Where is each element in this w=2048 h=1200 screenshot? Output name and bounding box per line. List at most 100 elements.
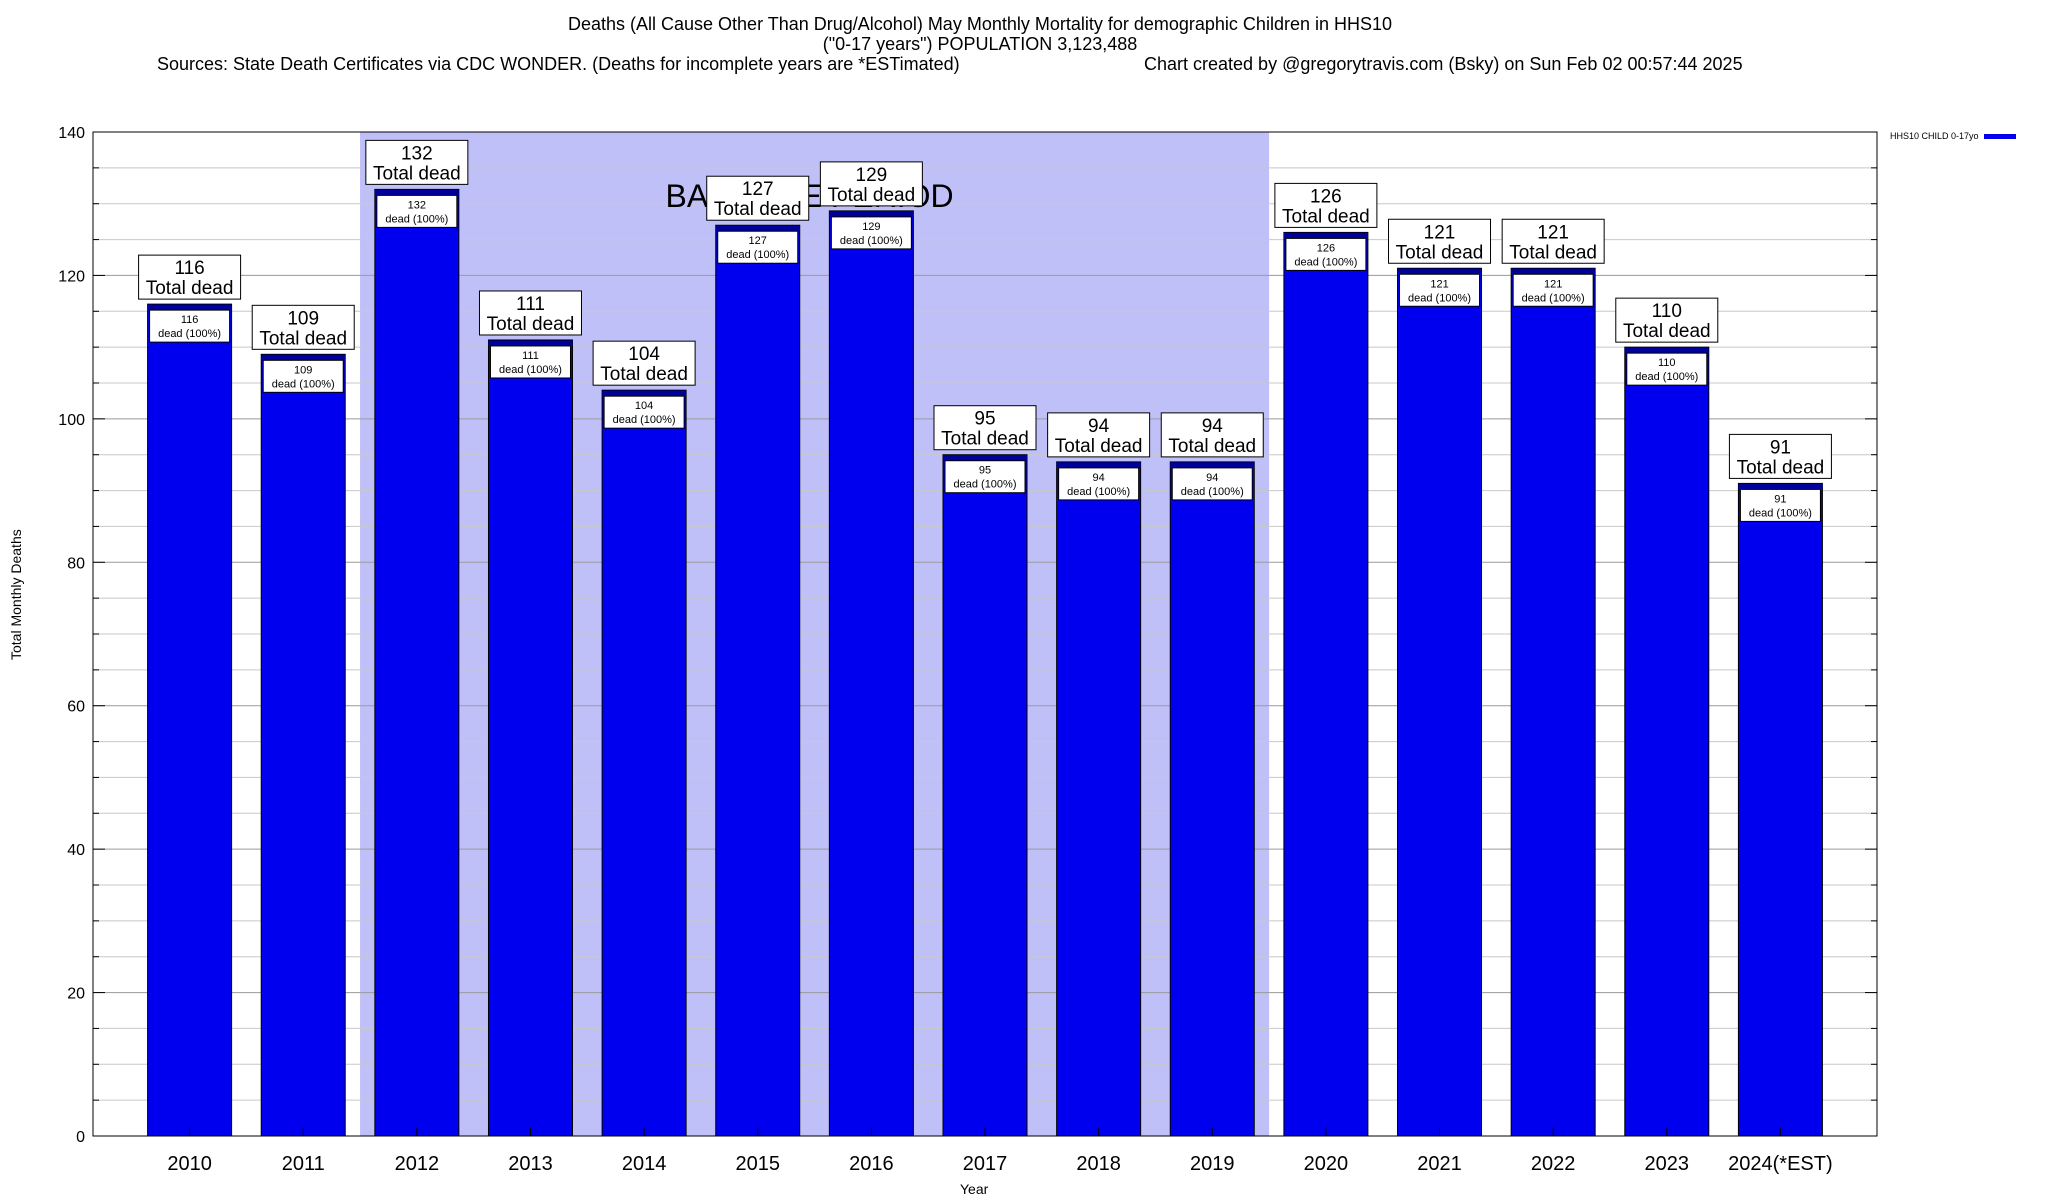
bar-top-value-label: 111 xyxy=(516,294,545,315)
bar-top-value-label: 95 xyxy=(974,409,995,430)
bar-top-value-label: 104 xyxy=(628,344,660,365)
bar-top-label-box xyxy=(1047,412,1151,458)
bar-inner-percent-label: dead (100%) xyxy=(1635,371,1698,383)
bar-inner-label-box xyxy=(944,460,1026,494)
bar-inner-percent-label: dead (100%) xyxy=(726,249,789,261)
x-tick-label: 2023 xyxy=(1645,1153,1690,1175)
bar-top-value-label: 91 xyxy=(1770,437,1791,458)
bar xyxy=(260,353,346,1137)
x-axis-label: Year xyxy=(960,1181,989,1197)
bar-top-label-box xyxy=(706,175,810,221)
y-tick-label: 20 xyxy=(67,986,85,1003)
bar-inner-label-box xyxy=(1512,273,1594,307)
bar-inner-label-box xyxy=(830,216,912,250)
bar-top-value-label: 121 xyxy=(1537,222,1569,243)
bar-inner-percent-label: dead (100%) xyxy=(613,414,676,426)
x-tick-label: 2022 xyxy=(1531,1153,1576,1175)
bar-inner-label-box xyxy=(149,309,231,343)
bar-top-label-box xyxy=(592,340,696,386)
bar-inner-label-box xyxy=(603,395,685,429)
bar-top-value-label: 94 xyxy=(1202,416,1224,437)
bar-top-value-label: 132 xyxy=(401,143,433,164)
bar-top-label-box xyxy=(1160,412,1264,458)
bar-inner-value-label: 132 xyxy=(408,199,426,211)
x-tick-label: 2012 xyxy=(395,1153,440,1175)
bar-inner-value-label: 91 xyxy=(1774,493,1786,505)
x-tick-label: 2018 xyxy=(1076,1153,1121,1175)
bar-top-value-label: 110 xyxy=(1652,301,1682,322)
bar-inner-value-label: 104 xyxy=(635,400,653,412)
bar-inner-label-box xyxy=(1058,467,1140,501)
y-tick-label: 120 xyxy=(58,268,85,285)
bar-inner-value-label: 127 xyxy=(749,235,767,247)
bar-inner-value-label: 109 xyxy=(294,364,312,376)
bar xyxy=(1056,461,1142,1137)
x-tick-label: 2019 xyxy=(1190,1153,1235,1175)
bar-inner-percent-label: dead (100%) xyxy=(840,235,903,247)
legend-swatch xyxy=(1983,133,2016,139)
bar-inner-percent-label: dead (100%) xyxy=(1181,486,1244,498)
legend-label: HHS10 CHILD 0-17yo xyxy=(1890,131,1979,141)
bar-inner-percent-label: dead (100%) xyxy=(158,328,221,340)
chart-subtitle: ("0-17 years") POPULATION 3,123,488 xyxy=(822,34,1138,54)
bar-inner-percent-label: dead (100%) xyxy=(1294,256,1357,268)
bar-inner-label-box xyxy=(262,359,344,393)
bar-inner-percent-label: dead (100%) xyxy=(385,213,448,225)
bar-top-value-label: 116 xyxy=(174,258,204,279)
bar-inner-percent-label: dead (100%) xyxy=(1749,507,1812,519)
bar xyxy=(1397,267,1483,1137)
chart-sources: Sources: State Death Certificates via CD… xyxy=(157,54,960,74)
bar-top-label-box xyxy=(138,254,242,300)
bar xyxy=(828,210,914,1137)
x-tick-label: 2020 xyxy=(1304,1153,1349,1175)
bar xyxy=(942,454,1028,1137)
plot-border xyxy=(92,131,1878,1137)
bar xyxy=(1283,231,1369,1137)
x-tick-label: 2017 xyxy=(963,1153,1008,1175)
bar-top-suffix-label: Total dead xyxy=(1282,206,1370,227)
y-tick-label: 40 xyxy=(67,842,85,859)
bar-inner-value-label: 129 xyxy=(862,221,880,233)
bar-top-value-label: 94 xyxy=(1088,416,1110,437)
x-tick-label: 2021 xyxy=(1417,1153,1462,1175)
x-tick-label: 2016 xyxy=(849,1153,894,1175)
bar-inner-percent-label: dead (100%) xyxy=(954,479,1017,491)
bar-inner-value-label: 95 xyxy=(979,465,991,477)
bar xyxy=(715,224,801,1137)
bar-top-value-label: 121 xyxy=(1424,222,1456,243)
bar xyxy=(1169,461,1255,1137)
bar-inner-label-box xyxy=(489,345,571,379)
bar-inner-label-box xyxy=(1626,352,1708,386)
bar-inner-label-box xyxy=(376,194,458,228)
bar-top-suffix-label: Total dead xyxy=(828,185,916,206)
bar-inner-label-box xyxy=(717,230,799,264)
x-tick-label: 2015 xyxy=(735,1153,780,1175)
bar-top-suffix-label: Total dead xyxy=(714,199,802,220)
bar-inner-label-box xyxy=(1739,488,1821,522)
bar-inner-label-box xyxy=(1171,467,1253,501)
bar-inner-value-label: 110 xyxy=(1658,357,1676,369)
bar-inner-label-box xyxy=(1285,237,1367,271)
bar-top-value-label: 109 xyxy=(287,308,319,329)
bar-top-label-box xyxy=(1388,218,1492,264)
bar xyxy=(487,339,573,1137)
bar-top-suffix-label: Total dead xyxy=(487,314,575,335)
y-tick-label: 60 xyxy=(67,699,85,716)
x-tick-label: 2010 xyxy=(167,1153,212,1175)
bar-inner-value-label: 121 xyxy=(1430,278,1448,290)
bar-inner-percent-label: dead (100%) xyxy=(1408,292,1471,304)
x-tick-label: 2014 xyxy=(622,1153,667,1175)
bar-top-value-label: 127 xyxy=(742,179,774,200)
bar-top-suffix-label: Total dead xyxy=(1509,242,1597,263)
bar-inner-value-label: 126 xyxy=(1317,242,1335,254)
bar-top-value-label: 129 xyxy=(856,165,888,186)
bar-top-suffix-label: Total dead xyxy=(941,429,1029,450)
chart-legend: HHS10 CHILD 0-17yo xyxy=(1890,131,2016,141)
chart-credit: Chart created by @gregorytravis.com (Bsk… xyxy=(1144,54,1743,74)
x-tick-label: 2013 xyxy=(508,1153,553,1175)
bar-top-label-box xyxy=(1501,218,1605,264)
bar-top-suffix-label: Total dead xyxy=(600,364,688,385)
bar xyxy=(147,303,233,1137)
bar xyxy=(601,389,687,1137)
